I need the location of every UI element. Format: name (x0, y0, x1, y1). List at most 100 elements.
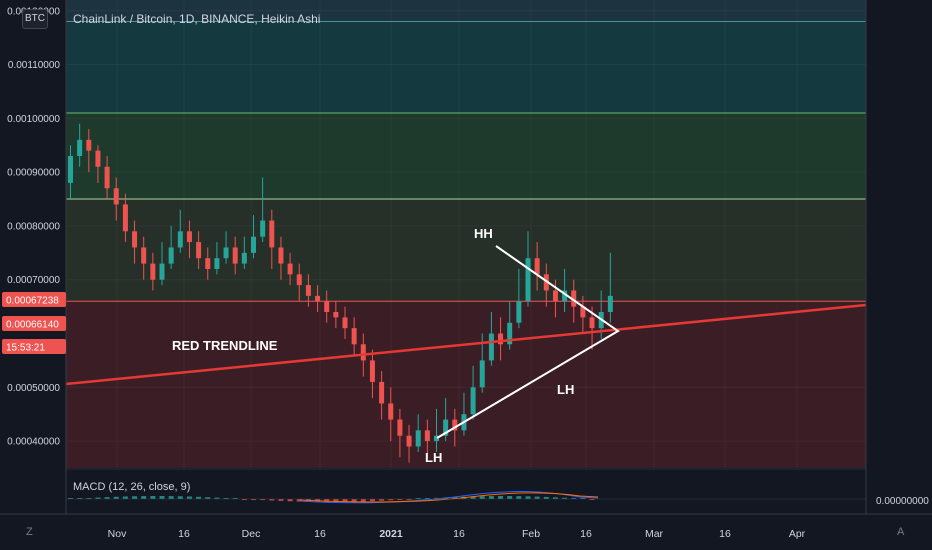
red-trendline[interactable] (65, 303, 867, 386)
macd-bar-0 (68, 498, 73, 499)
trendline-label: RED TRENDLINE (172, 338, 278, 353)
macd-bar-24 (287, 499, 293, 502)
macd-bar-1 (77, 498, 83, 499)
macd-bar-23 (278, 499, 284, 501)
price-tick-5: 0.00070000 (7, 275, 60, 286)
macd-bar-53 (552, 497, 558, 499)
candle-body-16 (214, 258, 220, 269)
candle-body-51 (534, 258, 540, 275)
candle-body-7 (132, 231, 138, 248)
candle-body-54 (562, 290, 568, 302)
price-label-1: 0.00066140 (6, 320, 59, 331)
candle-body-19 (241, 252, 247, 264)
candle-body-23 (278, 247, 284, 264)
macd-bar-38 (415, 498, 421, 499)
candle-body-47 (498, 333, 504, 345)
macd-bar-47 (498, 496, 504, 499)
price-tick-4: 0.00080000 (7, 221, 60, 232)
zoom-button[interactable]: Z (26, 526, 33, 538)
time-tick-5: 16 (453, 528, 465, 540)
candle-body-17 (223, 247, 229, 259)
candle-body-28 (324, 301, 330, 312)
signal-line (299, 492, 599, 503)
macd-bar-29 (333, 499, 339, 502)
candle-body-22 (269, 220, 275, 248)
right-axis-bg[interactable] (866, 0, 932, 514)
symbol-badge[interactable]: BTC (22, 9, 48, 29)
time-tick-2: Dec (242, 528, 261, 540)
macd-bar-36 (397, 499, 403, 500)
macd-bar-46 (488, 496, 494, 499)
candle-body-53 (552, 290, 558, 302)
chart-title: ChainLink / Bitcoin, 1D, BINANCE, Heikin… (73, 12, 321, 26)
price-tick-7: 0.00040000 (7, 437, 60, 448)
macd-bar-33 (369, 499, 375, 502)
macd-bar-34 (379, 499, 385, 501)
macd-bar-45 (479, 496, 485, 499)
price-label-bg-0 (2, 292, 66, 307)
candle-body-1 (77, 139, 83, 156)
macd-bar-3 (95, 497, 101, 499)
candle-body-42 (452, 419, 458, 431)
macd-bar-11 (168, 496, 174, 499)
fib-zones (66, 0, 866, 468)
macd-bar-30 (342, 499, 348, 502)
candle-body-41 (443, 419, 449, 436)
macd-bar-7 (132, 496, 138, 499)
auto-scale-button[interactable]: A (897, 526, 905, 538)
candle-body-13 (186, 231, 192, 243)
time-tick-4: 2021 (379, 528, 403, 540)
candle-body-35 (388, 403, 394, 420)
macd-bar-28 (324, 499, 330, 502)
candle-body-20 (251, 236, 256, 253)
candle-body-50 (525, 258, 531, 302)
candle-body-36 (397, 419, 403, 436)
candles (68, 123, 613, 463)
price-tick-6: 0.00050000 (7, 383, 60, 394)
macd-bar-48 (507, 496, 513, 499)
candle-body-2 (86, 139, 92, 151)
price-axis-bg[interactable] (0, 0, 66, 514)
macd-bar-2 (86, 498, 92, 499)
macd-bar-16 (214, 497, 220, 499)
label-lh-1: LH (557, 382, 574, 397)
macd-bar-12 (177, 496, 183, 499)
candle-body-9 (150, 263, 156, 280)
price-label-2: 15:53:21 (6, 343, 45, 354)
candle-body-33 (369, 360, 375, 382)
macd-bar-15 (205, 497, 211, 499)
macd-bar-5 (113, 496, 119, 499)
macd-bar-9 (150, 496, 156, 499)
candle-body-30 (342, 317, 348, 329)
macd-bar-55 (571, 498, 577, 499)
macd-bar-6 (122, 496, 128, 499)
fib-zone-2 (66, 112, 866, 200)
candle-body-44 (470, 387, 476, 415)
macd-bar-17 (223, 498, 229, 499)
macd-bar-25 (296, 499, 302, 502)
macd-label[interactable]: MACD (12, 26, close, 9) (73, 481, 191, 493)
price-tick-2: 0.00100000 (7, 114, 60, 125)
macd-bar-35 (388, 499, 394, 501)
candle-body-5 (113, 188, 119, 205)
macd-bar-10 (159, 496, 165, 499)
candle-body-32 (360, 344, 366, 361)
time-tick-3: 16 (314, 528, 326, 540)
candle-body-12 (177, 231, 183, 248)
candle-body-6 (122, 204, 128, 232)
candle-body-31 (351, 328, 357, 345)
triangle-pattern[interactable] (436, 245, 620, 439)
candle-body-29 (333, 312, 339, 318)
macd-bar-37 (406, 499, 412, 500)
macd-bar-40 (434, 497, 439, 499)
macd-bar-19 (241, 499, 247, 500)
candle-body-45 (479, 360, 485, 388)
candle-body-57 (589, 317, 595, 329)
macd-value: 0.00000000 (876, 496, 929, 507)
macd-bar-31 (351, 499, 357, 502)
time-tick-8: Mar (645, 528, 664, 540)
label-lh-2: LH (425, 450, 442, 465)
candle-body-3 (95, 150, 101, 167)
macd-bar-49 (516, 496, 522, 499)
